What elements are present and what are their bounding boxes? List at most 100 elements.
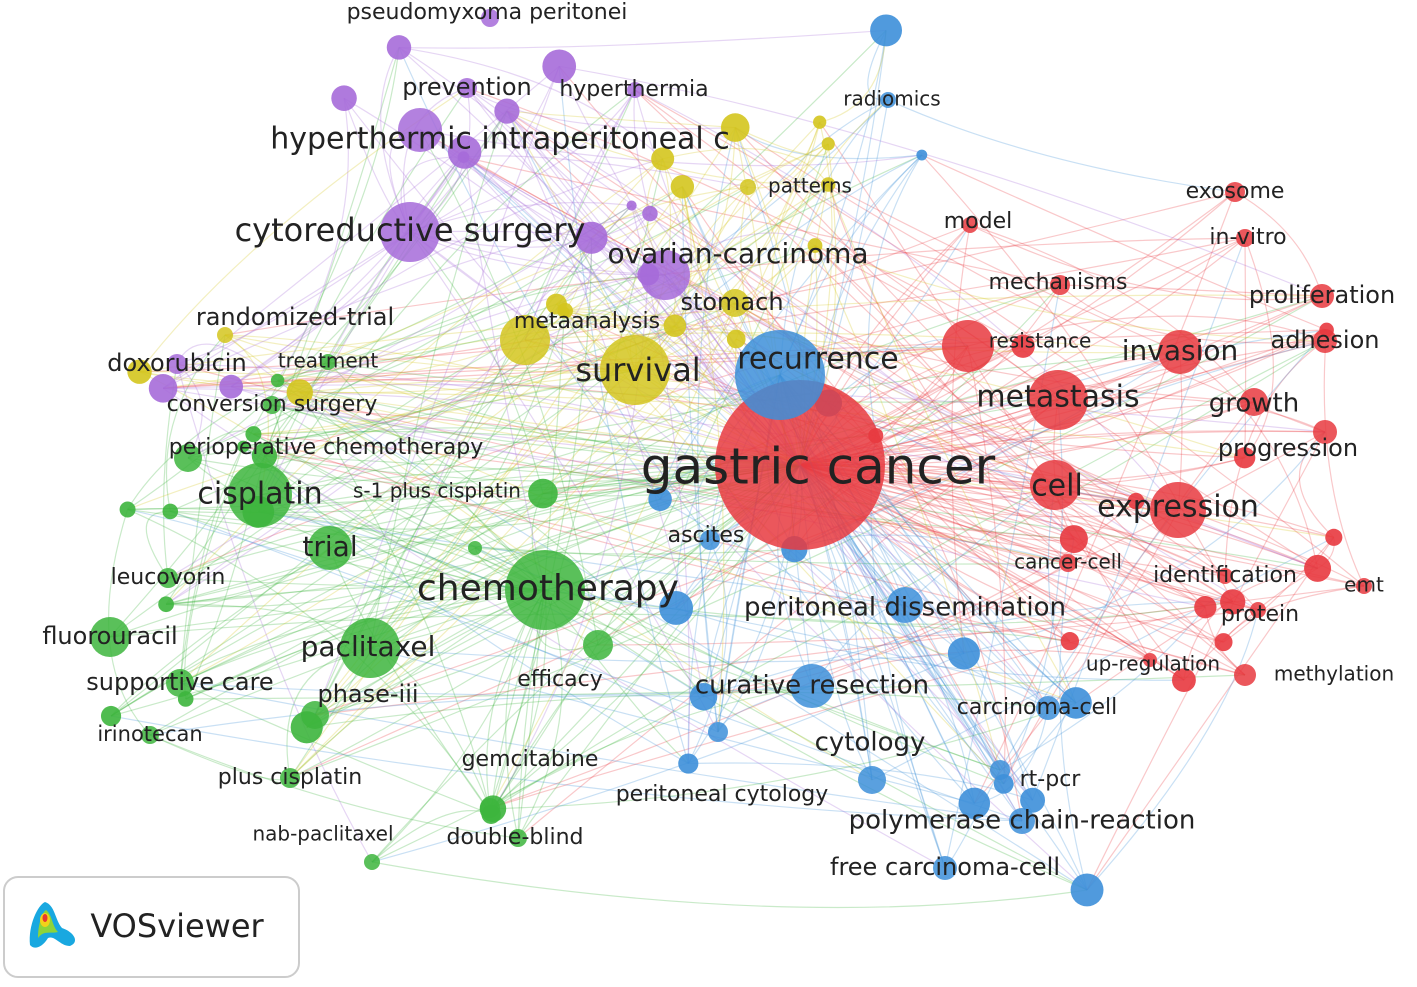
edge (277, 379, 801, 466)
node (807, 238, 823, 253)
node-label: identification (1153, 563, 1297, 588)
node-label: radiomics (843, 87, 940, 111)
edge (109, 613, 1070, 642)
node (880, 92, 896, 108)
edge (409, 231, 544, 494)
node (887, 587, 923, 623)
edge (409, 89, 636, 233)
edge (167, 464, 801, 579)
edge (259, 462, 801, 496)
node (1304, 554, 1332, 582)
node-label: protein (1221, 602, 1299, 627)
edge (176, 231, 411, 365)
node-label: leucovorin (111, 565, 226, 590)
edge (253, 433, 1070, 642)
node (858, 766, 886, 794)
edge (1059, 538, 1088, 891)
node-label: free carcinoma-cell (830, 853, 1060, 881)
edge (176, 363, 1226, 577)
node (689, 683, 718, 711)
node (398, 108, 442, 152)
node (1050, 275, 1070, 295)
edge (556, 143, 829, 305)
node (663, 314, 687, 338)
node (500, 315, 550, 365)
node-label: expression (1097, 490, 1259, 525)
node (528, 478, 558, 509)
edge (398, 46, 1049, 709)
edge (1223, 536, 1335, 643)
edge (564, 311, 1181, 354)
edge (506, 110, 829, 186)
edge (814, 245, 1226, 577)
edge (1059, 284, 1326, 344)
node-label: trial (302, 530, 357, 563)
edge (875, 435, 1023, 822)
edge (1179, 351, 1319, 569)
edge (371, 861, 1088, 909)
edge (734, 127, 1206, 608)
edge (185, 464, 801, 700)
edge (489, 158, 664, 809)
node-label: ovarian-carcinoma (607, 237, 868, 270)
node-label: plus cisplatin (218, 765, 362, 790)
node-label: cisplatin (197, 477, 322, 512)
edge (176, 363, 373, 863)
edge (1047, 484, 1077, 704)
edge (506, 110, 736, 129)
node-label: nab-paclitaxel (252, 822, 393, 846)
edge (170, 510, 1023, 822)
node (167, 354, 187, 374)
edge (289, 464, 801, 779)
edge (489, 606, 1206, 809)
node-label: emt (1344, 573, 1384, 597)
node (1150, 482, 1206, 538)
edge (649, 213, 1056, 486)
edge (490, 237, 593, 815)
edge (827, 183, 1181, 353)
node (148, 374, 178, 403)
node (505, 550, 585, 630)
node (821, 137, 835, 151)
node (364, 854, 380, 870)
node (708, 722, 728, 742)
edge (734, 127, 922, 160)
edge (492, 702, 1077, 810)
edge (258, 511, 704, 698)
node-label: pseudomyxoma peritonei (347, 0, 628, 25)
edge (951, 224, 971, 654)
node-label: treatment (278, 349, 378, 373)
edge (463, 155, 749, 188)
edge (967, 345, 1006, 784)
node (509, 829, 527, 847)
edge (814, 245, 1185, 681)
edge (179, 369, 636, 684)
edge (565, 310, 1245, 459)
node (947, 637, 980, 670)
edge (224, 334, 801, 466)
edge (271, 274, 666, 406)
node-label: randomized-trial (196, 303, 394, 331)
edge (110, 29, 887, 717)
edge (263, 455, 546, 591)
edge (542, 121, 821, 495)
node-label: peritoneal cytology (616, 782, 829, 807)
logo-text: VOSviewer (90, 907, 264, 945)
edge (697, 127, 736, 733)
node-label: mechanisms (989, 270, 1128, 295)
edge (162, 302, 736, 389)
edge (1086, 609, 1259, 891)
node (575, 221, 608, 254)
edge (176, 343, 278, 381)
edge (793, 548, 1034, 801)
edge (544, 589, 689, 764)
edge (179, 589, 546, 684)
edge (492, 143, 829, 810)
edge (492, 340, 1326, 810)
node (468, 541, 482, 555)
node (1172, 668, 1196, 693)
edge (867, 154, 923, 436)
node (1158, 330, 1202, 374)
edge (544, 589, 1077, 704)
